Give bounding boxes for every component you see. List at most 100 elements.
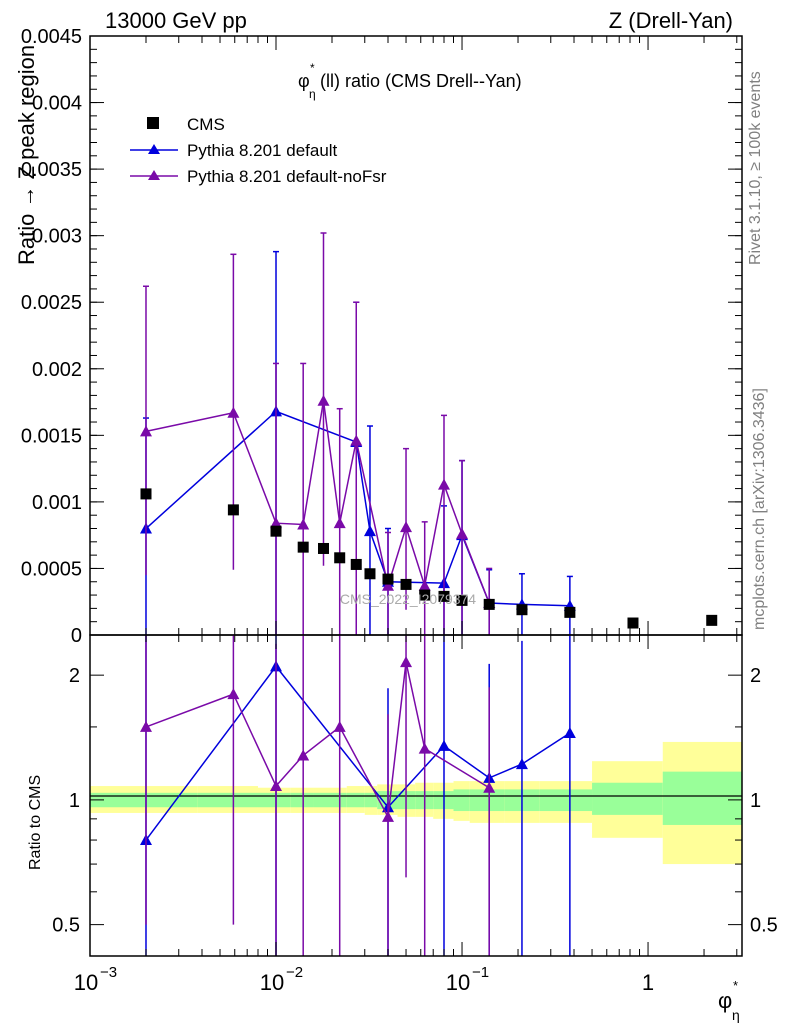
x-tick-label-exp: −1 bbox=[472, 964, 489, 981]
point-cms bbox=[483, 598, 495, 610]
point-nofsr bbox=[227, 406, 240, 418]
band-inner bbox=[90, 792, 198, 808]
point-cms bbox=[564, 606, 576, 618]
point-cms bbox=[270, 525, 282, 537]
series-line-default bbox=[145, 410, 570, 607]
point-nofsr bbox=[400, 521, 413, 533]
legend-label-default: Pythia 8.201 default bbox=[187, 141, 338, 160]
ratio-plot-data bbox=[139, 635, 576, 956]
point-cms bbox=[419, 589, 431, 601]
ratio-y-tick-label-right: 2 bbox=[750, 665, 761, 687]
band-inner bbox=[592, 782, 663, 815]
point-cms bbox=[456, 594, 468, 606]
mcplots-label: mcplots.cern.ch [arXiv:1306.3436] bbox=[751, 388, 768, 630]
main-plot-panel: 0 0.0005 0.001 0.0015 0.002 0.0025 0.003 0.0035… bbox=[14, 26, 743, 647]
x-tick-label-exp: −2 bbox=[286, 964, 303, 981]
title-rest: (ll) ratio (CMS Drell--Yan) bbox=[320, 71, 522, 91]
ratio-y-tick-label: 0.5 bbox=[52, 915, 80, 937]
ratio-y-tick-label-right: 1 bbox=[750, 790, 761, 812]
point-default bbox=[363, 525, 376, 537]
title-sup: * bbox=[310, 61, 315, 75]
ratio-plot-panel: 10 −3 10 −2 10 −1 10.5 0.51 12 2 Ratio to CMS φ *… bbox=[27, 634, 778, 1023]
point-cms bbox=[516, 604, 528, 616]
band-inner bbox=[469, 789, 505, 812]
x-tick-label-base: 10 bbox=[260, 970, 284, 995]
point-nofsr bbox=[333, 517, 346, 529]
series-line-nofsr bbox=[145, 400, 490, 604]
x-tick-label-base: 1 bbox=[642, 970, 654, 995]
point-nofsr bbox=[382, 579, 395, 591]
main-y-tick-label: 0.0025 bbox=[21, 292, 82, 314]
main-y-tick-label: 0.003 bbox=[32, 226, 82, 248]
band-inner bbox=[453, 789, 470, 812]
legend-marker-nofsr bbox=[148, 170, 160, 180]
x-tick-label: 10 −3 bbox=[74, 964, 117, 995]
point-cms bbox=[382, 573, 394, 585]
plot-title: φ * η (ll) ratio (CMS Drell--Yan) bbox=[298, 61, 522, 101]
rivet-label: Rivet 3.1.10, ≥ 100k events bbox=[747, 71, 764, 265]
band-inner bbox=[662, 771, 742, 825]
point-nofsr bbox=[317, 394, 330, 406]
main-y-tick-label: 0.0035 bbox=[21, 159, 82, 181]
point-cms bbox=[350, 558, 362, 570]
header-left: 13000 GeV pp bbox=[105, 8, 247, 33]
main-y-tick-label: 0.0045 bbox=[21, 26, 82, 48]
main-y-tick-label: 0.004 bbox=[32, 93, 82, 115]
ratio-point-default bbox=[563, 727, 576, 739]
band-inner bbox=[539, 789, 593, 812]
point-nofsr bbox=[456, 527, 469, 539]
x-label-sup: * bbox=[733, 978, 738, 993]
point-cms bbox=[334, 552, 346, 564]
ratio-point-nofsr bbox=[418, 742, 431, 754]
main-plot-ticks: 0 0.0005 0.001 0.0015 0.002 0.0025 0.003 0.0035… bbox=[21, 26, 742, 647]
ratio-uncertainty-bands bbox=[90, 741, 742, 865]
x-tick-label-base: 10 bbox=[74, 970, 98, 995]
ratio-point-nofsr bbox=[333, 720, 346, 732]
point-nofsr bbox=[437, 478, 450, 490]
ratio-point-default bbox=[515, 758, 528, 770]
main-y-tick-label: 0.001 bbox=[32, 492, 82, 514]
band-inner bbox=[346, 792, 365, 808]
point-cms bbox=[140, 488, 152, 500]
ratio-point-nofsr bbox=[400, 656, 413, 668]
main-plot-data bbox=[139, 232, 718, 635]
ratio-y-axis-label: Ratio to CMS bbox=[27, 775, 44, 870]
point-cms bbox=[438, 590, 450, 602]
ratio-point-nofsr bbox=[483, 781, 496, 793]
main-y-tick-label: 0.0005 bbox=[21, 558, 82, 580]
ratio-y-tick-label: 2 bbox=[69, 665, 80, 687]
y-axis-label: Ratio → Z peak region bbox=[14, 45, 39, 265]
legend-marker-default bbox=[148, 144, 160, 154]
point-cms bbox=[227, 504, 239, 516]
ratio-point-nofsr bbox=[227, 688, 240, 700]
x-tick-label: 1 bbox=[642, 970, 654, 995]
point-cms bbox=[364, 568, 376, 580]
legend-marker-cms bbox=[147, 117, 159, 129]
point-cms bbox=[627, 617, 639, 629]
band-inner bbox=[257, 792, 291, 808]
legend: CMS Pythia 8.201 default Pythia 8.201 de… bbox=[130, 115, 387, 186]
x-tick-label-exp: −3 bbox=[100, 964, 117, 981]
legend-label-cms: CMS bbox=[187, 115, 225, 134]
band-inner bbox=[313, 792, 333, 808]
x-label-sub: η bbox=[732, 1007, 740, 1023]
main-y-tick-label: 0.0015 bbox=[21, 425, 82, 447]
point-nofsr bbox=[297, 518, 310, 530]
legend-label-nofsr: Pythia 8.201 default-noFsr bbox=[187, 167, 387, 186]
point-cms bbox=[317, 542, 329, 554]
ratio-point-nofsr bbox=[297, 749, 310, 761]
point-nofsr bbox=[270, 517, 283, 529]
point-nofsr bbox=[418, 579, 431, 591]
main-y-tick-label: 0.002 bbox=[32, 359, 82, 381]
ratio-point-default bbox=[437, 739, 450, 751]
header-right: Z (Drell-Yan) bbox=[609, 8, 733, 33]
ratio-plot-frame bbox=[89, 634, 743, 957]
band-inner bbox=[290, 792, 314, 808]
band-inner bbox=[197, 792, 258, 808]
x-tick-label: 10 −2 bbox=[260, 964, 303, 995]
point-cms bbox=[400, 578, 412, 590]
ratio-point-nofsr bbox=[139, 720, 152, 732]
ratio-y-tick-label: 1 bbox=[69, 790, 80, 812]
point-cms bbox=[706, 614, 718, 626]
